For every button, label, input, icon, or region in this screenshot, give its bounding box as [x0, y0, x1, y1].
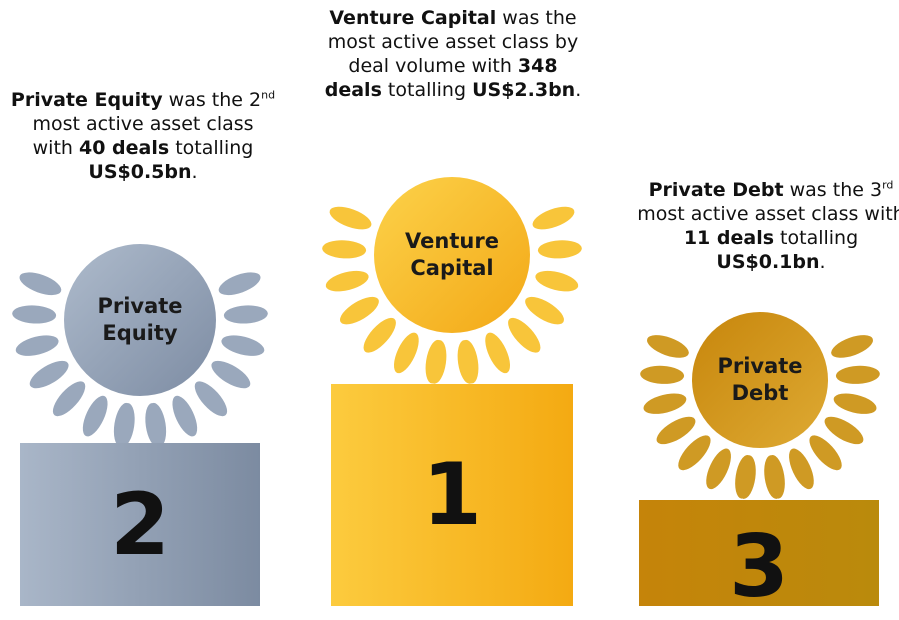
podium-block — [639, 500, 879, 606]
wreath-leaf — [19, 272, 62, 296]
caption-text: was the — [162, 89, 249, 111]
podium-rank-box: 2 — [20, 443, 260, 606]
rank-number: 1 — [422, 445, 482, 545]
wreath-leaf — [647, 335, 689, 358]
caption-text: totalling — [169, 137, 254, 159]
podium-block — [20, 443, 260, 606]
podium-block — [331, 384, 573, 606]
wreath-leaf — [789, 448, 814, 490]
caption-text: rd — [882, 178, 894, 192]
caption-text: nd — [261, 88, 276, 102]
caption-text: Private Debt — [648, 179, 784, 201]
wreath-leaf — [325, 270, 369, 292]
wreath-leaf — [15, 335, 59, 356]
caption-text: . — [819, 251, 826, 273]
wreath-leaf — [194, 381, 228, 417]
caption-text: US$2.3bn — [472, 79, 576, 101]
medal-disc — [374, 177, 530, 333]
caption-text: US$0.5bn — [88, 161, 192, 183]
caption-text: was the — [783, 179, 870, 201]
medals — [12, 177, 880, 606]
caption: Private Debt was the 3rd most active ass… — [636, 178, 899, 274]
medal-disc — [64, 244, 216, 396]
wreath-leaf — [656, 416, 696, 445]
wreath-leaf — [508, 317, 541, 353]
wreath-leaf — [172, 395, 198, 437]
medal-label: Private Equity — [70, 280, 210, 360]
podium-rank-box: 3 — [639, 500, 879, 620]
caption-text: 348 deals — [324, 55, 558, 101]
wreath-leaf — [329, 206, 372, 230]
caption-text: was the most active asset class by deal … — [327, 7, 579, 77]
rank-number: 2 — [110, 474, 170, 575]
caption-text: most active asset class with — [637, 203, 899, 225]
caption-text: Private Equity — [10, 89, 163, 111]
medal-text: Private Equity — [97, 294, 183, 345]
wreath-leaf — [52, 381, 86, 417]
rank-number: 3 — [729, 517, 789, 617]
wreath-leaf — [706, 448, 731, 490]
wreath-leaf — [340, 296, 379, 325]
medal-label: Private Debt — [690, 340, 830, 420]
caption-text: 2 — [249, 89, 262, 111]
wreath-leaf — [535, 270, 579, 292]
caption-text: 3 — [869, 179, 883, 201]
caption-text: . — [191, 161, 198, 183]
caption: Venture Capital was the most active asse… — [322, 6, 584, 102]
wreath-leaf — [363, 317, 396, 353]
wreath-leaf — [211, 360, 251, 389]
podium-rank-box: 1 — [331, 384, 573, 606]
wreath-leaf — [532, 206, 575, 230]
wreath-leaf — [223, 305, 268, 324]
wreath-leaf — [537, 240, 582, 259]
caption-text: 40 deals — [79, 137, 170, 159]
caption-text: totalling — [381, 79, 473, 101]
wreath-leaf — [835, 365, 880, 384]
caption: Private Equity was the 2nd most active a… — [10, 88, 276, 184]
caption-text: . — [575, 79, 582, 101]
caption-text: totalling — [774, 227, 859, 249]
wreath-leaf — [831, 335, 873, 358]
wreath-leaf — [322, 240, 367, 259]
wreath-leaf — [525, 296, 564, 325]
caption-text: 11 deals — [683, 227, 775, 249]
wreath-leaf — [12, 305, 57, 324]
wreath-leaf — [485, 332, 511, 374]
podium-infographic: Private Equity was the 2nd most active a… — [10, 6, 899, 617]
medal-disc — [692, 312, 828, 448]
wreath-leaf — [809, 435, 842, 471]
wreath-leaf — [735, 455, 755, 499]
caption-text: Venture Capital — [329, 7, 497, 29]
wreath-leaf — [824, 416, 864, 445]
wreath-leaf — [393, 332, 419, 374]
wreath-leaf — [29, 360, 69, 389]
wreath-leaf — [643, 393, 687, 414]
wreath-leaf — [425, 339, 445, 384]
medal-text: Venture Capital — [405, 229, 499, 280]
wreath-leaf — [145, 403, 165, 447]
wreath-leaf — [640, 365, 685, 384]
wreath-leaf — [678, 435, 711, 471]
wreath-leaf — [764, 455, 784, 499]
caption-text: US$0.1bn — [716, 251, 820, 273]
medal-label: Venture Capital — [382, 215, 522, 295]
caption-text: most active asset class with — [32, 113, 254, 159]
wreath-leaf — [113, 402, 133, 447]
wreath-leaf — [457, 340, 477, 384]
medal-text: Private Debt — [717, 354, 803, 405]
wreath-leaf — [221, 335, 265, 356]
wreath-leaf — [833, 393, 877, 414]
wreath-leaf — [82, 395, 108, 437]
wreath-leaf — [218, 272, 261, 296]
